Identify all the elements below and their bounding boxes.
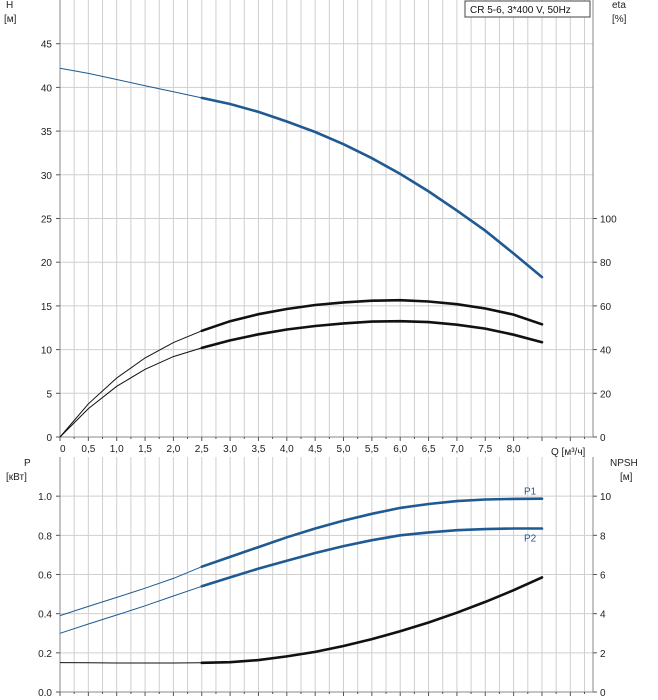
y2-tick-label: 10 xyxy=(600,492,612,503)
y-tick-label: 5 xyxy=(46,389,52,400)
y2-tick-label: 20 xyxy=(600,389,612,400)
bottom-right-axis-label: NPSH [м] xyxy=(610,458,638,483)
x-tick-label: 4,0 xyxy=(280,444,294,455)
x-tick-label: 7,0 xyxy=(450,444,464,455)
y-tick-label: 20 xyxy=(41,258,53,269)
series-curve-0-2-line xyxy=(200,319,544,350)
q-axis-label: Q [м³/ч] xyxy=(551,447,586,458)
series-P2-thin xyxy=(59,585,202,634)
x-tick-label: 2,0 xyxy=(166,444,180,455)
series-curve-0-0-line xyxy=(200,96,544,279)
series-curve-0-0-thin xyxy=(59,67,202,99)
x-tick-label: 5,0 xyxy=(337,444,351,455)
y2-tick-label: 40 xyxy=(600,346,612,357)
series-P1-thin xyxy=(59,566,202,617)
series-curve-0-1-line xyxy=(200,298,544,333)
x-tick-label: 7,5 xyxy=(478,444,492,455)
y-tick-label: 1.0 xyxy=(38,492,52,503)
x-tick-label: 1,0 xyxy=(110,444,124,455)
power-npsh-panel: 0.0 0.2 0.4 0.6 0.8 1.0 0 2 4 6 8 10 P1 P2 xyxy=(38,457,612,699)
y-tick-label: 0.6 xyxy=(38,571,52,582)
y2-tick-label: 6 xyxy=(600,571,606,582)
series-P2-line xyxy=(200,527,544,588)
y2-tick-label: 0 xyxy=(600,688,606,699)
series-label-P2: P2 xyxy=(524,533,537,544)
series-label-P1: P1 xyxy=(524,487,537,498)
series-curve-0-2-thin xyxy=(59,347,202,438)
p-axis-label-line1: P xyxy=(24,458,31,469)
y-tick-label: 0.8 xyxy=(38,531,52,542)
y2-tick-label: 2 xyxy=(600,649,606,660)
x-tick-label: 6,5 xyxy=(422,444,436,455)
y-tick-label: 30 xyxy=(41,171,53,182)
series-P1-line xyxy=(200,497,544,568)
eta-axis-label-line2: [%] xyxy=(612,14,627,25)
y2-tick-label: 80 xyxy=(600,258,612,269)
y-tick-label: 0.0 xyxy=(38,688,52,699)
y-tick-label: 0 xyxy=(46,433,52,444)
eta-axis-label-line1: eta xyxy=(612,0,626,11)
x-tick-label: 1,5 xyxy=(138,444,152,455)
x-tick-label: 6,0 xyxy=(393,444,407,455)
y2-tick-label: 100 xyxy=(600,215,617,226)
top-left-axis-label: H [м] xyxy=(4,0,17,25)
head-efficiency-panel: 0 5 10 15 20 25 30 35 40 45 0 20 40 60 80 100 0 0,5 1,0 1,5… xyxy=(41,0,617,455)
x-tick-label: 2,5 xyxy=(195,444,209,455)
x-tick-label: 8,0 xyxy=(507,444,521,455)
x-tick-label: 3,0 xyxy=(223,444,237,455)
chart-title: CR 5-6, 3*400 V, 50Hz xyxy=(464,0,591,18)
y2-tick-label: 0 xyxy=(600,433,606,444)
y-tick-label: 35 xyxy=(41,127,53,138)
npsh-axis-label-line1: NPSH xyxy=(610,458,638,469)
h-axis-label-line2: [м] xyxy=(4,14,17,25)
x-tick-label: 0 xyxy=(60,444,66,455)
y2-tick-label: 4 xyxy=(600,610,606,621)
h-axis-label-line1: H xyxy=(6,0,13,11)
y-tick-label: 25 xyxy=(41,215,53,226)
series-curve-0-1-thin xyxy=(59,330,202,438)
y-tick-label: 0.2 xyxy=(38,649,52,660)
y2-tick-label: 8 xyxy=(600,531,606,542)
series-curve-1-2-line xyxy=(200,576,544,665)
x-tick-label: 4,5 xyxy=(308,444,322,455)
y-tick-label: 45 xyxy=(41,40,53,51)
y-tick-label: 15 xyxy=(41,302,53,313)
chart-title-box xyxy=(464,0,591,18)
y-tick-label: 0.4 xyxy=(38,610,52,621)
y-tick-label: 10 xyxy=(41,346,53,357)
y-tick-label: 40 xyxy=(41,83,53,94)
bottom-left-axis-label: P [кВт] xyxy=(6,458,31,483)
x-tick-label: 0,5 xyxy=(81,444,95,455)
chart-title-text: CR 5-6, 3*400 V, 50Hz xyxy=(470,5,571,16)
npsh-axis-label-line2: [м] xyxy=(620,472,633,483)
x-tick-label: 3,5 xyxy=(252,444,266,455)
top-right-axis-label: eta [%] xyxy=(612,0,627,25)
x-tick-label: 5,5 xyxy=(365,444,379,455)
p-axis-label-line2: [кВт] xyxy=(6,472,27,483)
y2-tick-label: 60 xyxy=(600,302,612,313)
